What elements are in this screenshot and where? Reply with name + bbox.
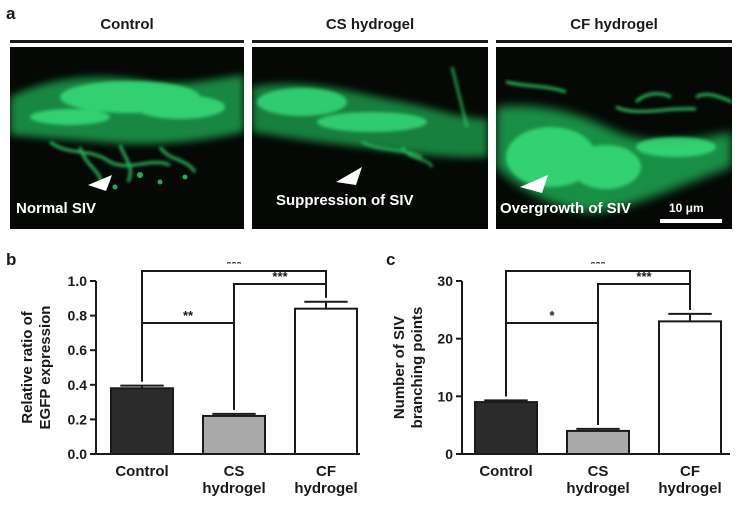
micro-label-cs: Suppression of SIV bbox=[276, 192, 414, 209]
chart-c-y-axis-label: Number of SIVbranching points bbox=[391, 307, 426, 429]
chart-c-y-axis-label-line: branching points bbox=[409, 307, 426, 429]
chart-b-significance-bracket bbox=[141, 270, 327, 382]
chart-b-significance-label: ** bbox=[183, 308, 194, 323]
chart-c-y-tick-label: 20 bbox=[437, 331, 453, 347]
chart-b-y-tick-label: 0.0 bbox=[68, 446, 88, 462]
chart-b-x-tick-label: Control bbox=[115, 463, 168, 480]
chart-c-bar-1 bbox=[566, 429, 630, 455]
chart-b-x-tick-label-line: hydrogel bbox=[294, 480, 357, 497]
chart-b-y-tick-label: 1.0 bbox=[68, 273, 88, 289]
micro-label-cf: Overgrowth of SIV bbox=[500, 200, 631, 217]
panel-c-letter: c bbox=[386, 250, 396, 269]
chart-c-bar-2 bbox=[658, 320, 722, 455]
fluorescence-image-cf bbox=[496, 80, 732, 212]
micro-label-control: Normal SIV bbox=[16, 200, 97, 217]
panel-b-letter: b bbox=[6, 250, 17, 269]
chart-c-y-tick-label: 30 bbox=[437, 273, 453, 289]
chart-c-y-tick-label: 0 bbox=[445, 446, 453, 462]
micrograph-cs-hydrogel: Suppression of SIV bbox=[252, 47, 488, 229]
chart-b-y-tick-label: 0.6 bbox=[68, 342, 88, 358]
chart-c-y-axis-label-line: Number of SIV bbox=[391, 316, 408, 419]
scale-bar-label: 10 μm bbox=[669, 201, 704, 215]
chart-c-bar-0 bbox=[474, 401, 538, 456]
chart-c-significance-bracket bbox=[505, 270, 691, 397]
scale-bar bbox=[660, 219, 722, 223]
column-title-cf-hydrogel: CF hydrogel bbox=[570, 16, 658, 33]
chart-b-x-tick-label: CF hydrogel bbox=[294, 463, 357, 497]
chart-b-x-tick-label: CS hydrogel bbox=[202, 463, 265, 497]
micrograph-control: Normal SIV bbox=[10, 47, 244, 229]
chart-b-y-axis-label: Relative ratio ofEGFP expression bbox=[19, 306, 54, 430]
chart-c-x-tick-label-line: CF bbox=[680, 463, 700, 480]
chart-c-significance-label: * bbox=[549, 308, 555, 323]
arrowhead-icon bbox=[336, 167, 362, 185]
chart-c-y-tick-label: 10 bbox=[437, 388, 453, 404]
panel-a-letter: a bbox=[6, 4, 16, 23]
arrowhead-icon bbox=[88, 175, 112, 191]
chart-c-x-tick-label-line: Control bbox=[479, 463, 532, 480]
column-title-cs-hydrogel: CS hydrogel bbox=[325, 16, 415, 33]
chart-b-y-axis-label-line: EGFP expression bbox=[37, 306, 54, 430]
fluorescence-image-cs bbox=[252, 66, 488, 185]
chart-b-bar-2 bbox=[294, 307, 358, 456]
chart-b-x-tick-label-line: hydrogel bbox=[202, 480, 265, 497]
chart-c-x-tick-label: CF hydrogel bbox=[658, 463, 721, 497]
chart-panel-b: Relative ratio ofEGFP expression 0.0 0.2 0.… bbox=[19, 262, 360, 497]
chart-b-y-tick-label: 0.4 bbox=[68, 377, 88, 393]
chart-b-significance-label: *** bbox=[272, 269, 288, 284]
chart-panel-c: Number of SIVbranching points 0 10 20 30 Cont… bbox=[391, 262, 730, 497]
chart-b-x-tick-label-line: CS bbox=[224, 463, 245, 480]
chart-c-significance-label: *** bbox=[590, 262, 606, 271]
chart-b-y-tick-label: 0.2 bbox=[68, 411, 88, 427]
chart-c-significance-label: *** bbox=[636, 269, 652, 284]
chart-c-x-tick-label-line: CS bbox=[588, 463, 609, 480]
chart-c-x-tick-label-line: hydrogel bbox=[658, 480, 721, 497]
arrowhead-icon bbox=[520, 175, 548, 193]
title-rule-control bbox=[10, 40, 244, 43]
title-rule-cf bbox=[496, 40, 732, 43]
fluorescence-image-control bbox=[10, 75, 244, 191]
micrograph-cf-hydrogel: Overgrowth of SIV 10 μm bbox=[496, 47, 732, 229]
chart-c-x-tick-label: CS hydrogel bbox=[566, 463, 629, 497]
title-rule-cs bbox=[252, 40, 488, 43]
chart-b-x-tick-label-line: Control bbox=[115, 463, 168, 480]
chart-c-x-tick-label-line: hydrogel bbox=[566, 480, 629, 497]
chart-b-x-tick-label-line: CF bbox=[316, 463, 336, 480]
chart-b-bar-1 bbox=[202, 414, 266, 456]
chart-b-y-tick-label: 0.8 bbox=[68, 308, 88, 324]
column-title-control: Control bbox=[100, 16, 154, 33]
chart-b-y-axis-label-line: Relative ratio of bbox=[19, 310, 36, 424]
chart-b-bar-0 bbox=[110, 387, 174, 455]
chart-b-significance-label: *** bbox=[226, 262, 242, 271]
chart-c-x-tick-label: Control bbox=[479, 463, 532, 480]
